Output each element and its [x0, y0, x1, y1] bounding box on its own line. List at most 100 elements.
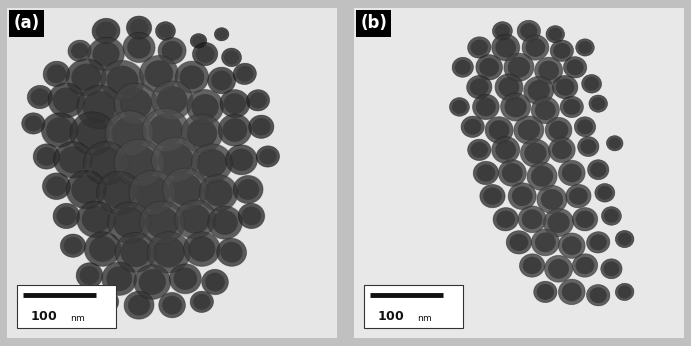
Ellipse shape — [193, 294, 211, 310]
Ellipse shape — [535, 100, 556, 120]
Ellipse shape — [618, 285, 632, 298]
Ellipse shape — [139, 269, 166, 295]
Ellipse shape — [556, 79, 575, 96]
Ellipse shape — [53, 141, 93, 179]
Ellipse shape — [533, 281, 557, 302]
Ellipse shape — [524, 143, 547, 164]
Ellipse shape — [46, 117, 73, 143]
Ellipse shape — [144, 60, 173, 88]
Ellipse shape — [548, 137, 576, 163]
Ellipse shape — [574, 117, 596, 137]
Ellipse shape — [476, 55, 502, 80]
Ellipse shape — [483, 188, 502, 205]
Ellipse shape — [615, 230, 634, 248]
Ellipse shape — [598, 186, 612, 200]
Ellipse shape — [53, 203, 79, 228]
Ellipse shape — [562, 164, 582, 182]
Ellipse shape — [214, 28, 229, 41]
Ellipse shape — [550, 40, 574, 62]
Ellipse shape — [553, 75, 578, 99]
Ellipse shape — [233, 176, 263, 203]
Ellipse shape — [70, 112, 115, 155]
Text: $\mathbf{100}$: $\mathbf{100}$ — [377, 310, 404, 323]
Ellipse shape — [470, 79, 489, 96]
Ellipse shape — [522, 257, 542, 274]
Ellipse shape — [153, 237, 185, 268]
Ellipse shape — [477, 164, 495, 182]
Ellipse shape — [452, 57, 474, 78]
FancyBboxPatch shape — [363, 285, 463, 328]
Ellipse shape — [48, 83, 84, 118]
Ellipse shape — [584, 77, 599, 91]
Ellipse shape — [580, 139, 596, 154]
Ellipse shape — [37, 147, 57, 166]
Ellipse shape — [140, 201, 184, 244]
Ellipse shape — [236, 66, 254, 82]
Ellipse shape — [537, 284, 554, 300]
Ellipse shape — [549, 28, 562, 41]
Ellipse shape — [190, 33, 207, 48]
Ellipse shape — [595, 184, 615, 202]
Ellipse shape — [188, 236, 216, 262]
Ellipse shape — [146, 231, 191, 274]
Ellipse shape — [520, 254, 545, 277]
Ellipse shape — [518, 20, 540, 42]
Ellipse shape — [233, 63, 256, 84]
Ellipse shape — [562, 236, 582, 255]
Ellipse shape — [601, 206, 622, 226]
Ellipse shape — [201, 269, 229, 295]
Ellipse shape — [475, 54, 503, 81]
Ellipse shape — [87, 37, 125, 72]
Ellipse shape — [218, 113, 252, 147]
Ellipse shape — [509, 234, 529, 251]
Ellipse shape — [536, 185, 567, 214]
Ellipse shape — [158, 38, 186, 64]
Ellipse shape — [522, 35, 549, 60]
Ellipse shape — [601, 259, 622, 279]
Ellipse shape — [127, 36, 151, 58]
Ellipse shape — [225, 145, 257, 175]
Ellipse shape — [591, 97, 605, 110]
Ellipse shape — [545, 256, 572, 282]
Ellipse shape — [44, 61, 70, 86]
Ellipse shape — [101, 61, 144, 100]
Ellipse shape — [224, 93, 246, 114]
Ellipse shape — [553, 43, 571, 59]
Ellipse shape — [455, 60, 471, 75]
Ellipse shape — [151, 81, 193, 119]
Ellipse shape — [249, 115, 274, 138]
Ellipse shape — [198, 174, 238, 212]
Ellipse shape — [464, 119, 482, 135]
Ellipse shape — [512, 186, 533, 206]
Ellipse shape — [169, 263, 202, 294]
Ellipse shape — [114, 139, 164, 187]
Ellipse shape — [468, 139, 491, 161]
Ellipse shape — [589, 235, 607, 250]
Ellipse shape — [114, 83, 158, 124]
Ellipse shape — [616, 230, 634, 248]
Ellipse shape — [141, 107, 190, 153]
Ellipse shape — [83, 91, 116, 123]
Ellipse shape — [563, 99, 580, 115]
Ellipse shape — [501, 93, 531, 121]
Ellipse shape — [233, 63, 257, 85]
Ellipse shape — [506, 230, 532, 255]
Ellipse shape — [520, 139, 551, 168]
Ellipse shape — [581, 74, 602, 93]
Ellipse shape — [190, 291, 214, 312]
Ellipse shape — [594, 183, 615, 202]
Ellipse shape — [531, 96, 560, 124]
Ellipse shape — [175, 61, 209, 94]
Ellipse shape — [543, 208, 574, 237]
Ellipse shape — [523, 76, 554, 105]
Ellipse shape — [102, 262, 136, 295]
Ellipse shape — [115, 233, 156, 272]
Ellipse shape — [106, 266, 132, 291]
Ellipse shape — [97, 293, 115, 310]
Ellipse shape — [106, 201, 151, 244]
Text: (a): (a) — [14, 15, 39, 33]
Ellipse shape — [22, 113, 45, 134]
Ellipse shape — [95, 21, 116, 40]
Ellipse shape — [129, 170, 176, 215]
Ellipse shape — [190, 143, 234, 183]
